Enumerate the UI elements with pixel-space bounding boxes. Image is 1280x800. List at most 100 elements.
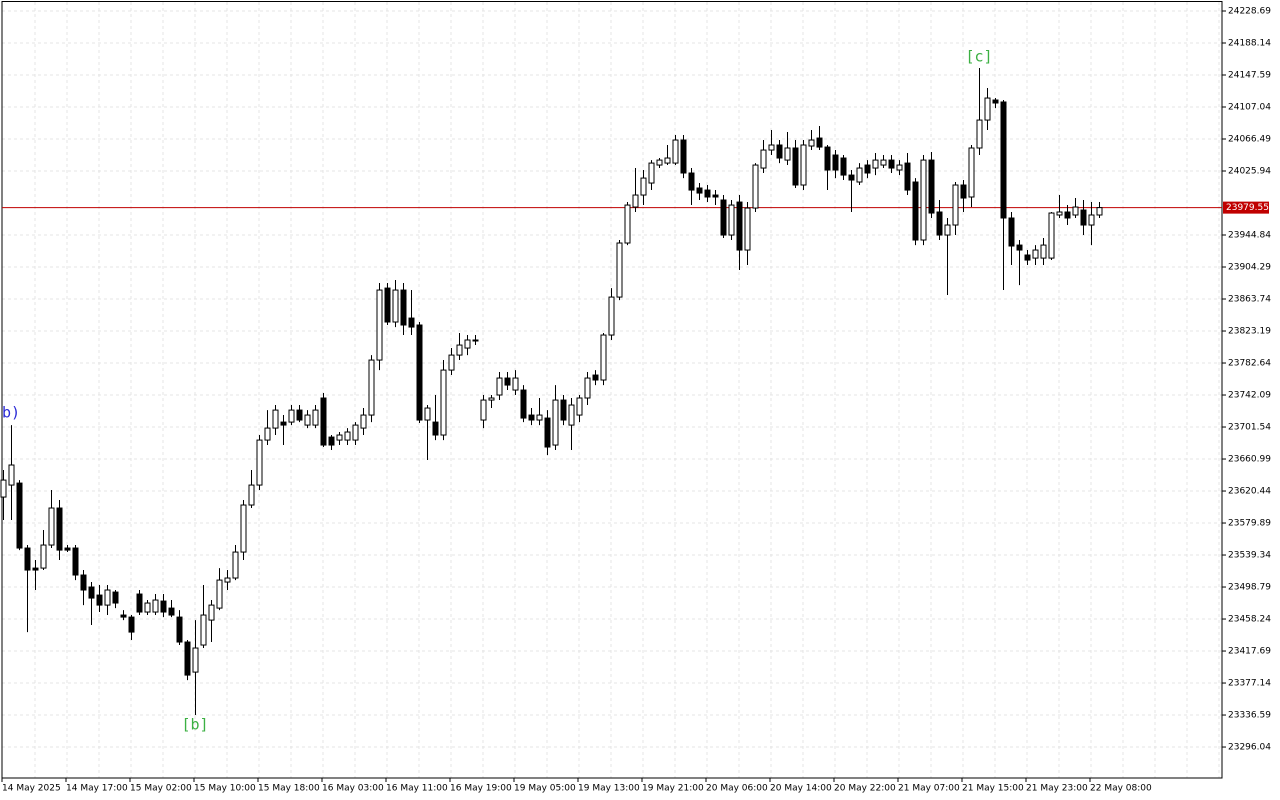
y-tick-label: 24066.49 — [1228, 135, 1271, 145]
candle-body — [960, 184, 967, 199]
candle-body — [872, 159, 879, 169]
candle-body — [616, 242, 623, 298]
candle-body — [1072, 206, 1079, 216]
candle-body — [664, 157, 671, 164]
x-tick-label: 15 May 18:00 — [258, 784, 320, 794]
candle-body — [832, 154, 839, 171]
candle-body — [496, 377, 503, 396]
candle-body — [680, 139, 687, 174]
y-tick-label: 24228.69 — [1228, 7, 1271, 17]
candle-body — [928, 159, 935, 214]
candle-body — [952, 184, 959, 226]
x-tick-label: 14 May 2025 — [2, 784, 61, 794]
x-tick-label: 22 May 08:00 — [1090, 784, 1152, 794]
y-tick-label: 23336.59 — [1228, 711, 1271, 721]
candle-body — [784, 147, 791, 161]
x-tick-label: 14 May 17:00 — [66, 784, 128, 794]
plot-frame — [1, 1, 1223, 779]
candle-body — [224, 577, 231, 583]
candle-body — [824, 146, 831, 171]
candle-body — [1080, 209, 1087, 226]
wave-label: [b] — [181, 716, 208, 734]
x-tick-label: 21 May 07:00 — [898, 784, 960, 794]
candle-body — [72, 547, 79, 576]
x-tick-label: 20 May 22:00 — [834, 784, 896, 794]
candle-body — [56, 507, 63, 551]
candle-body — [720, 199, 727, 236]
candle-body — [688, 172, 695, 191]
candle-body — [432, 421, 439, 436]
candle-body — [1000, 101, 1007, 219]
candle-body — [184, 641, 191, 676]
candle-body — [792, 147, 799, 186]
wave-label: [c] — [965, 48, 992, 66]
candle-body — [920, 159, 927, 241]
candle-body — [856, 167, 863, 183]
y-tick-label: 23620.44 — [1228, 487, 1271, 497]
candle-body — [208, 604, 215, 621]
candle-body — [440, 369, 447, 436]
candle-body — [96, 594, 103, 606]
candle-body — [512, 377, 519, 391]
y-tick-label: 23904.29 — [1228, 263, 1271, 273]
candle-body — [888, 159, 895, 169]
candle-body — [24, 547, 31, 571]
candle-body — [864, 164, 871, 174]
candle-body — [112, 591, 119, 604]
candle-body — [448, 354, 455, 371]
candle-body — [240, 504, 247, 553]
candle-body — [1056, 211, 1063, 216]
candle-body — [464, 339, 471, 349]
candle-body — [352, 424, 359, 441]
candle-body — [192, 647, 199, 673]
candle-body — [80, 574, 87, 591]
candle-body — [384, 287, 391, 323]
y-tick-label: 23498.79 — [1228, 583, 1271, 593]
candle-body — [152, 599, 159, 613]
candle-body — [776, 144, 783, 159]
candle-body — [288, 409, 295, 423]
x-tick-label: 15 May 02:00 — [130, 784, 192, 794]
candle-body — [752, 164, 759, 209]
y-tick-label: 23417.69 — [1228, 647, 1271, 657]
candle-body — [104, 589, 111, 606]
candle-body — [0, 479, 7, 498]
candle-body — [672, 139, 679, 164]
y-tick-label: 23579.89 — [1228, 519, 1271, 529]
y-tick-label: 24147.59 — [1228, 71, 1271, 81]
candle-body — [232, 551, 239, 579]
candle-body — [368, 359, 375, 416]
candle-body — [320, 397, 327, 446]
candle-body — [1008, 217, 1015, 247]
candle-body — [88, 586, 95, 599]
y-tick-label: 23660.99 — [1228, 455, 1271, 465]
candle-body — [696, 187, 703, 194]
candle-body — [848, 174, 855, 181]
y-tick-label: 23539.34 — [1228, 551, 1271, 561]
candle-body — [880, 159, 887, 166]
x-tick-label: 21 May 15:00 — [962, 784, 1024, 794]
candle-body — [120, 614, 127, 618]
x-tick-label: 21 May 23:00 — [1026, 784, 1088, 794]
candle-body — [528, 414, 535, 421]
candle-body — [40, 544, 47, 569]
y-tick-label: 24025.94 — [1228, 167, 1271, 177]
candle-body — [936, 211, 943, 236]
x-tick-label: 19 May 05:00 — [514, 784, 576, 794]
y-tick-label: 23742.09 — [1228, 391, 1271, 401]
candle-body — [296, 409, 303, 421]
y-tick-label: 23863.74 — [1228, 295, 1271, 305]
candle-body — [264, 427, 271, 441]
candle-body — [344, 431, 351, 441]
candle-body — [416, 324, 423, 421]
candle-body — [1024, 254, 1031, 261]
candle-body — [280, 421, 287, 426]
candle-body — [8, 464, 15, 486]
candle-body — [1096, 207, 1103, 216]
candle-body — [360, 414, 367, 429]
candle-body — [408, 317, 415, 328]
candle-body — [904, 162, 911, 191]
candle-body — [840, 157, 847, 176]
y-tick-label: 23701.54 — [1228, 423, 1271, 433]
